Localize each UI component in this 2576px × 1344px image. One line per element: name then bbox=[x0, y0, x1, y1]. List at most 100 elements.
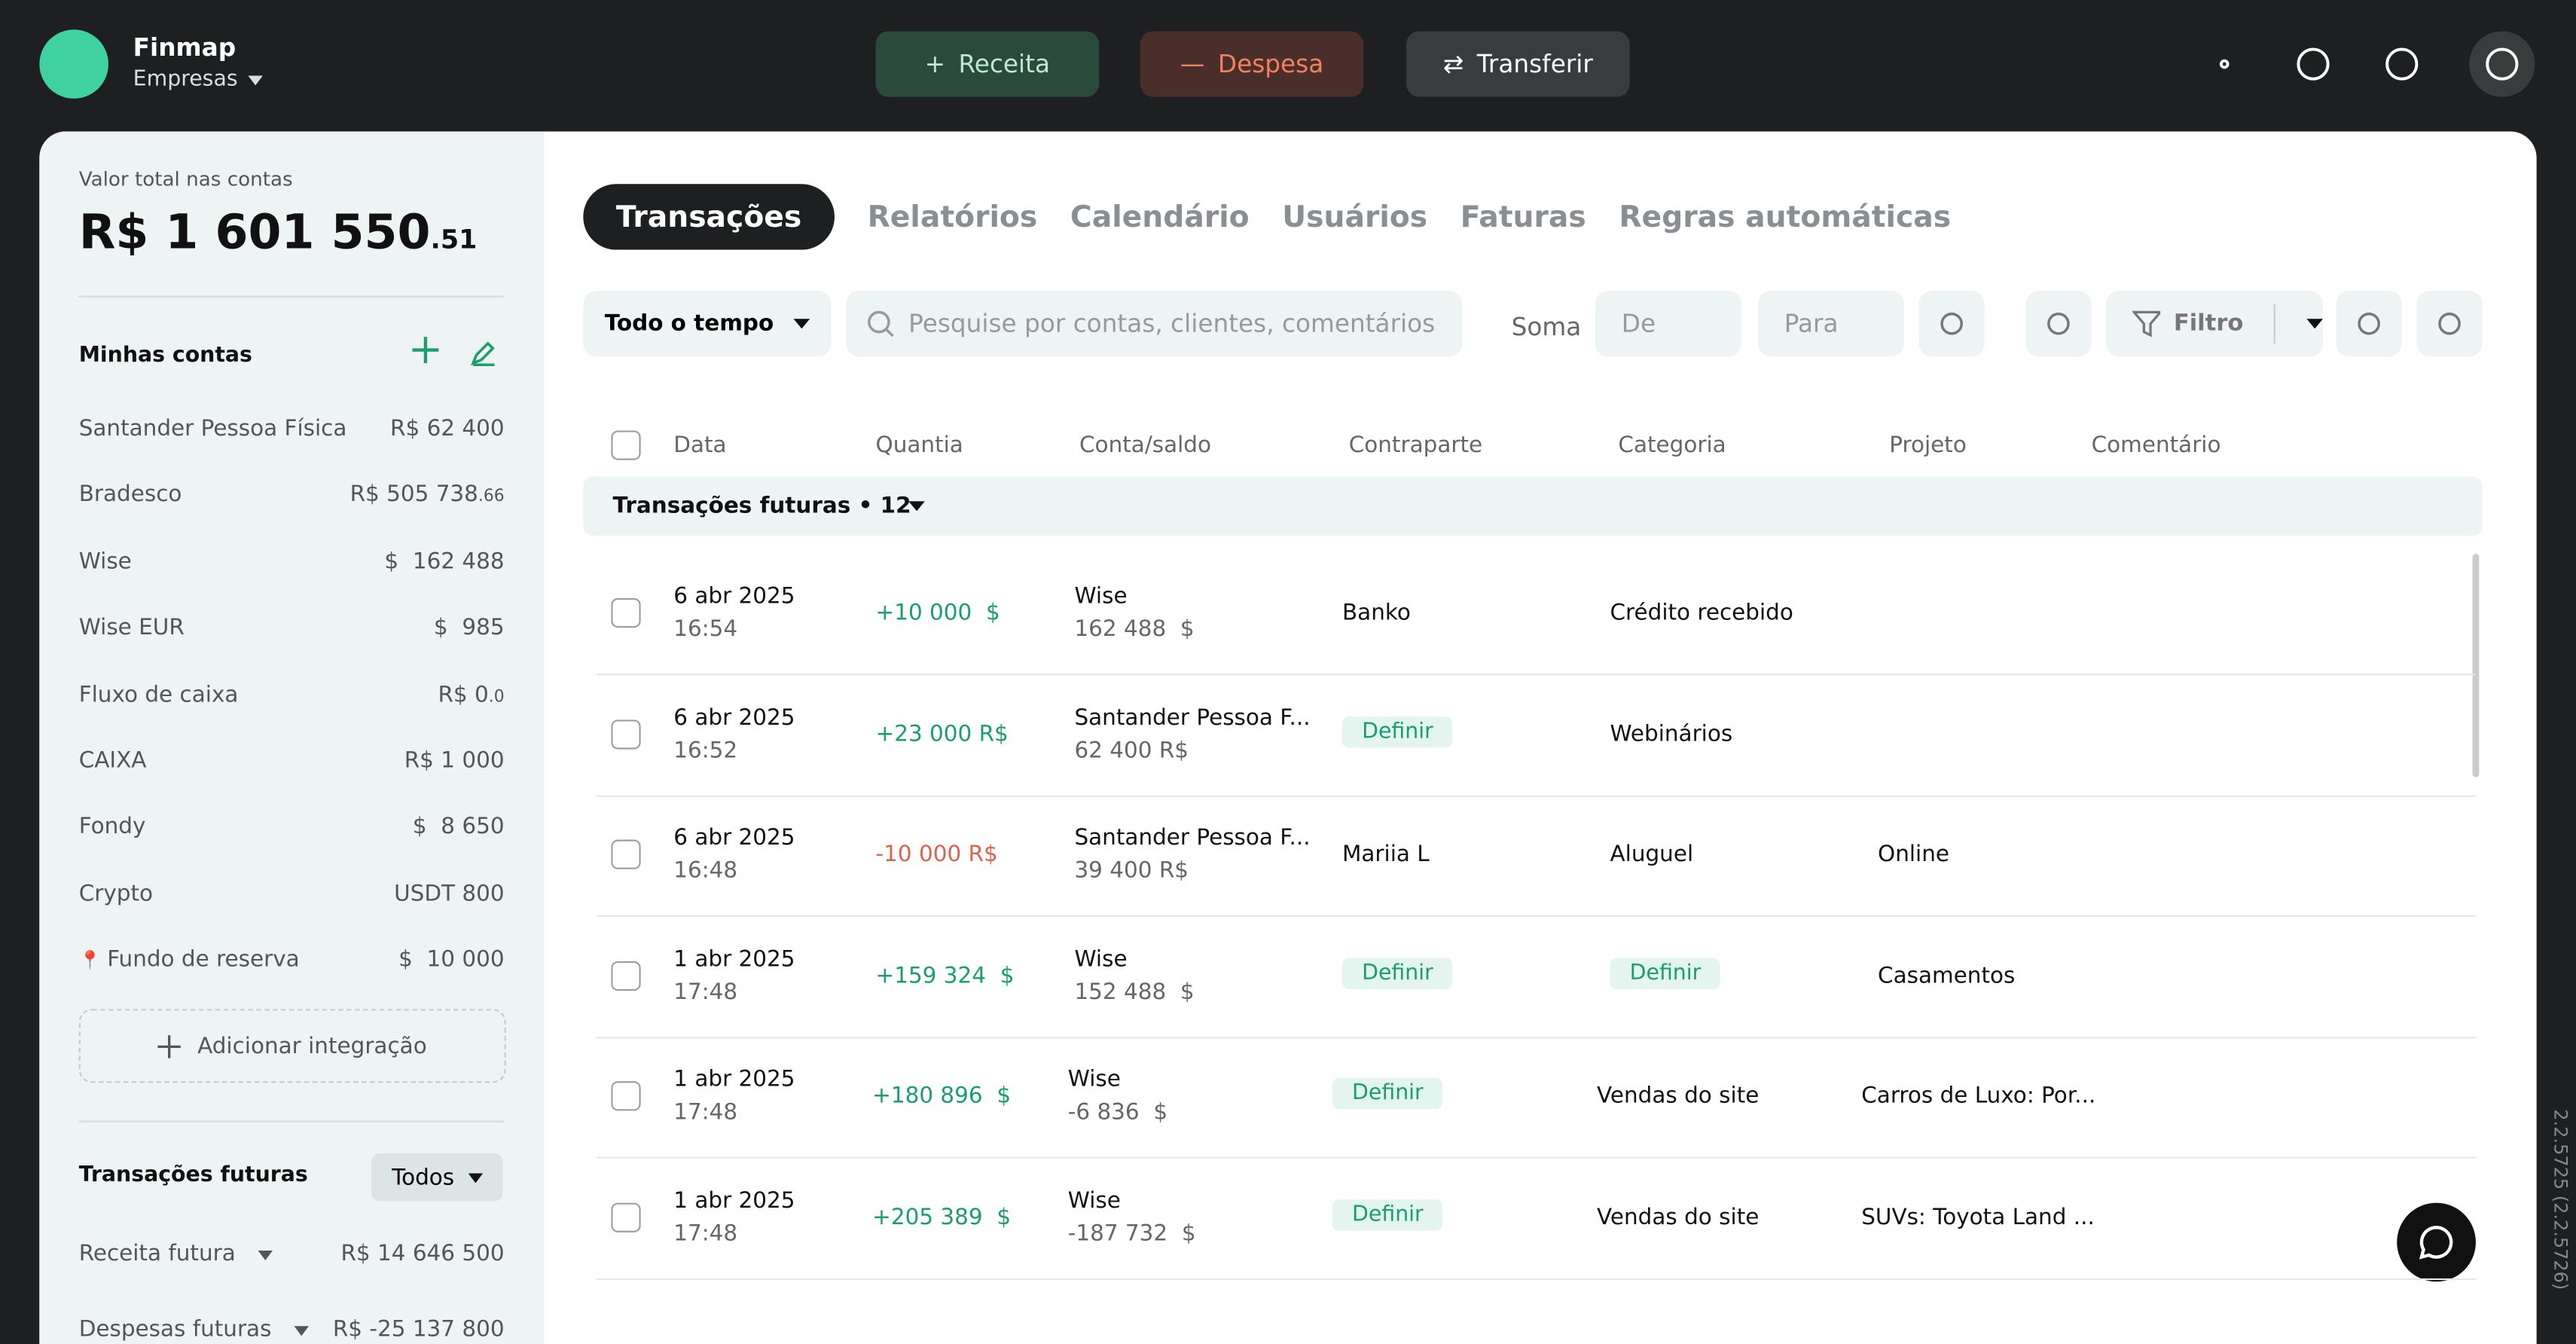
future-amount: R$ -25 137 800 bbox=[332, 1316, 505, 1342]
sidebar bbox=[39, 131, 544, 1344]
divider bbox=[78, 1120, 505, 1123]
account-cents: .66 bbox=[478, 488, 505, 507]
row-balance: -187 732 $ bbox=[1067, 1220, 1196, 1248]
column-header: Categoria bbox=[1618, 432, 1726, 459]
header-icon[interactable] bbox=[2469, 31, 2535, 97]
row-counterparty: Banko bbox=[1341, 600, 1411, 627]
total-main: R$ 1 601 550 bbox=[78, 203, 431, 260]
account-name: Fluxo de caixa bbox=[79, 681, 239, 707]
account-name: Wise EUR bbox=[79, 615, 185, 641]
checkbox[interactable] bbox=[611, 430, 641, 460]
header-icon[interactable] bbox=[2192, 31, 2257, 96]
row-account: Wise bbox=[1074, 583, 1128, 610]
account-name: Crypto bbox=[79, 881, 153, 907]
checkbox[interactable] bbox=[611, 597, 641, 628]
period-select[interactable]: Todo o tempo bbox=[583, 291, 832, 357]
row-project: Casamentos bbox=[1878, 962, 2016, 989]
version: 2.2.5725 (2.2.5726) bbox=[2550, 1109, 2571, 1291]
badge[interactable]: Definir bbox=[1332, 1199, 1443, 1231]
checkbox[interactable] bbox=[611, 1202, 641, 1233]
account-cents: .0 bbox=[488, 688, 505, 706]
workspace: Empresas bbox=[133, 67, 263, 92]
to-input[interactable]: Para bbox=[1757, 291, 1904, 357]
tab[interactable]: Usuários bbox=[1282, 200, 1428, 234]
row-amount: +180 896 $ bbox=[872, 1083, 1012, 1110]
account-name-text: Fundo de reserva bbox=[107, 946, 300, 973]
account-amount-text: R$ 505 738 bbox=[349, 481, 478, 509]
row-account: Wise bbox=[1074, 945, 1128, 973]
account-amount: $ 10 000 bbox=[398, 947, 505, 973]
tab[interactable]: Relatórios bbox=[867, 200, 1038, 234]
row-time: 16:52 bbox=[673, 737, 738, 764]
checkbox[interactable] bbox=[611, 1082, 641, 1112]
action-label: Despesa bbox=[1217, 49, 1324, 79]
tab[interactable]: Regras automáticas bbox=[1619, 200, 1952, 234]
column-header: Contraparte bbox=[1348, 432, 1483, 459]
account-amount-text: R$ 62 400 bbox=[390, 415, 505, 442]
header-icon[interactable] bbox=[2369, 31, 2434, 96]
row-amount: +159 324 $ bbox=[875, 962, 1015, 989]
search-input[interactable]: Pesquise por contas, clientes, comentári… bbox=[846, 291, 1463, 357]
tool-button[interactable] bbox=[1918, 291, 1985, 357]
from-input[interactable]: De bbox=[1595, 291, 1741, 357]
badge[interactable]: Definir bbox=[1341, 958, 1453, 989]
badge[interactable]: Definir bbox=[1341, 716, 1453, 747]
tool-button[interactable] bbox=[2025, 291, 2092, 357]
account-name: CAIXA bbox=[79, 747, 147, 774]
checkbox[interactable] bbox=[611, 719, 641, 749]
tab[interactable]: Transações bbox=[583, 184, 835, 250]
header-icon[interactable] bbox=[2280, 31, 2346, 96]
total-label: Valor total nas contas bbox=[78, 167, 293, 191]
action-button[interactable]: — Despesa bbox=[1140, 31, 1364, 97]
row-divider bbox=[596, 915, 2476, 918]
row-divider bbox=[596, 1036, 2476, 1039]
filter-button[interactable]: Filtro bbox=[2106, 291, 2324, 357]
tab[interactable]: Calendário bbox=[1070, 200, 1250, 234]
future-name: Despesas futuras bbox=[79, 1316, 310, 1342]
checkbox[interactable] bbox=[611, 839, 641, 870]
filter-text: Filtro bbox=[2173, 310, 2244, 338]
row-amount: +205 389 $ bbox=[872, 1204, 1012, 1231]
add-account[interactable] bbox=[411, 335, 440, 365]
account-name: Bradesco bbox=[79, 482, 182, 509]
column-header: Conta/saldo bbox=[1079, 432, 1212, 459]
brand: Finmap bbox=[133, 32, 237, 63]
row-date: 1 abr 2025 bbox=[673, 945, 795, 973]
account-amount-text: R$ 0 bbox=[438, 681, 489, 708]
row-date: 1 abr 2025 bbox=[673, 1067, 795, 1094]
row-divider bbox=[596, 674, 2476, 676]
badge[interactable]: Definir bbox=[1332, 1078, 1443, 1110]
tab[interactable]: Faturas bbox=[1460, 200, 1586, 234]
row-balance: -6 836 $ bbox=[1067, 1100, 1168, 1126]
row-amount: +10 000 $ bbox=[875, 600, 1000, 627]
sum-label: Soma bbox=[1511, 312, 1582, 342]
add-integration-text: Adicionar integração bbox=[197, 1032, 427, 1059]
edit-accounts[interactable] bbox=[470, 340, 496, 366]
row-category: Aluguel bbox=[1610, 842, 1694, 869]
future-amount: R$ 14 646 500 bbox=[340, 1240, 505, 1267]
action-button[interactable]: ⇄ Transferir bbox=[1406, 31, 1630, 97]
action-button[interactable]: + Receita bbox=[875, 31, 1100, 97]
row-category: Webinários bbox=[1610, 720, 1733, 747]
future-name: Receita futura bbox=[79, 1241, 273, 1267]
add-integration[interactable]: Adicionar integração bbox=[78, 1009, 506, 1083]
group-title[interactable]: Transações futuras • 12 bbox=[612, 493, 911, 520]
row-category: Vendas do site bbox=[1597, 1204, 1760, 1231]
chat-button[interactable] bbox=[2397, 1202, 2476, 1282]
row-amount: -10 000 R$ bbox=[875, 842, 998, 869]
row-category: Vendas do site bbox=[1597, 1083, 1760, 1110]
row-balance: 152 488 $ bbox=[1074, 979, 1195, 1006]
badge[interactable]: Definir bbox=[1610, 958, 1721, 989]
future-filter[interactable]: Todos bbox=[371, 1153, 503, 1202]
tool-button[interactable] bbox=[2416, 291, 2483, 357]
checkbox[interactable] bbox=[611, 961, 641, 991]
account-amount-text: $ 8 650 bbox=[412, 814, 505, 841]
row-project: Online bbox=[1878, 842, 1950, 869]
row-divider bbox=[596, 1278, 2476, 1281]
account-amount: R$ 505 738.66 bbox=[350, 482, 505, 509]
account-name-text: Fluxo de caixa bbox=[78, 681, 239, 708]
tool-button[interactable] bbox=[2336, 291, 2402, 357]
group-toggle[interactable] bbox=[908, 501, 925, 512]
row-account: Wise bbox=[1067, 1187, 1121, 1214]
row-balance: 162 488 $ bbox=[1074, 615, 1195, 643]
